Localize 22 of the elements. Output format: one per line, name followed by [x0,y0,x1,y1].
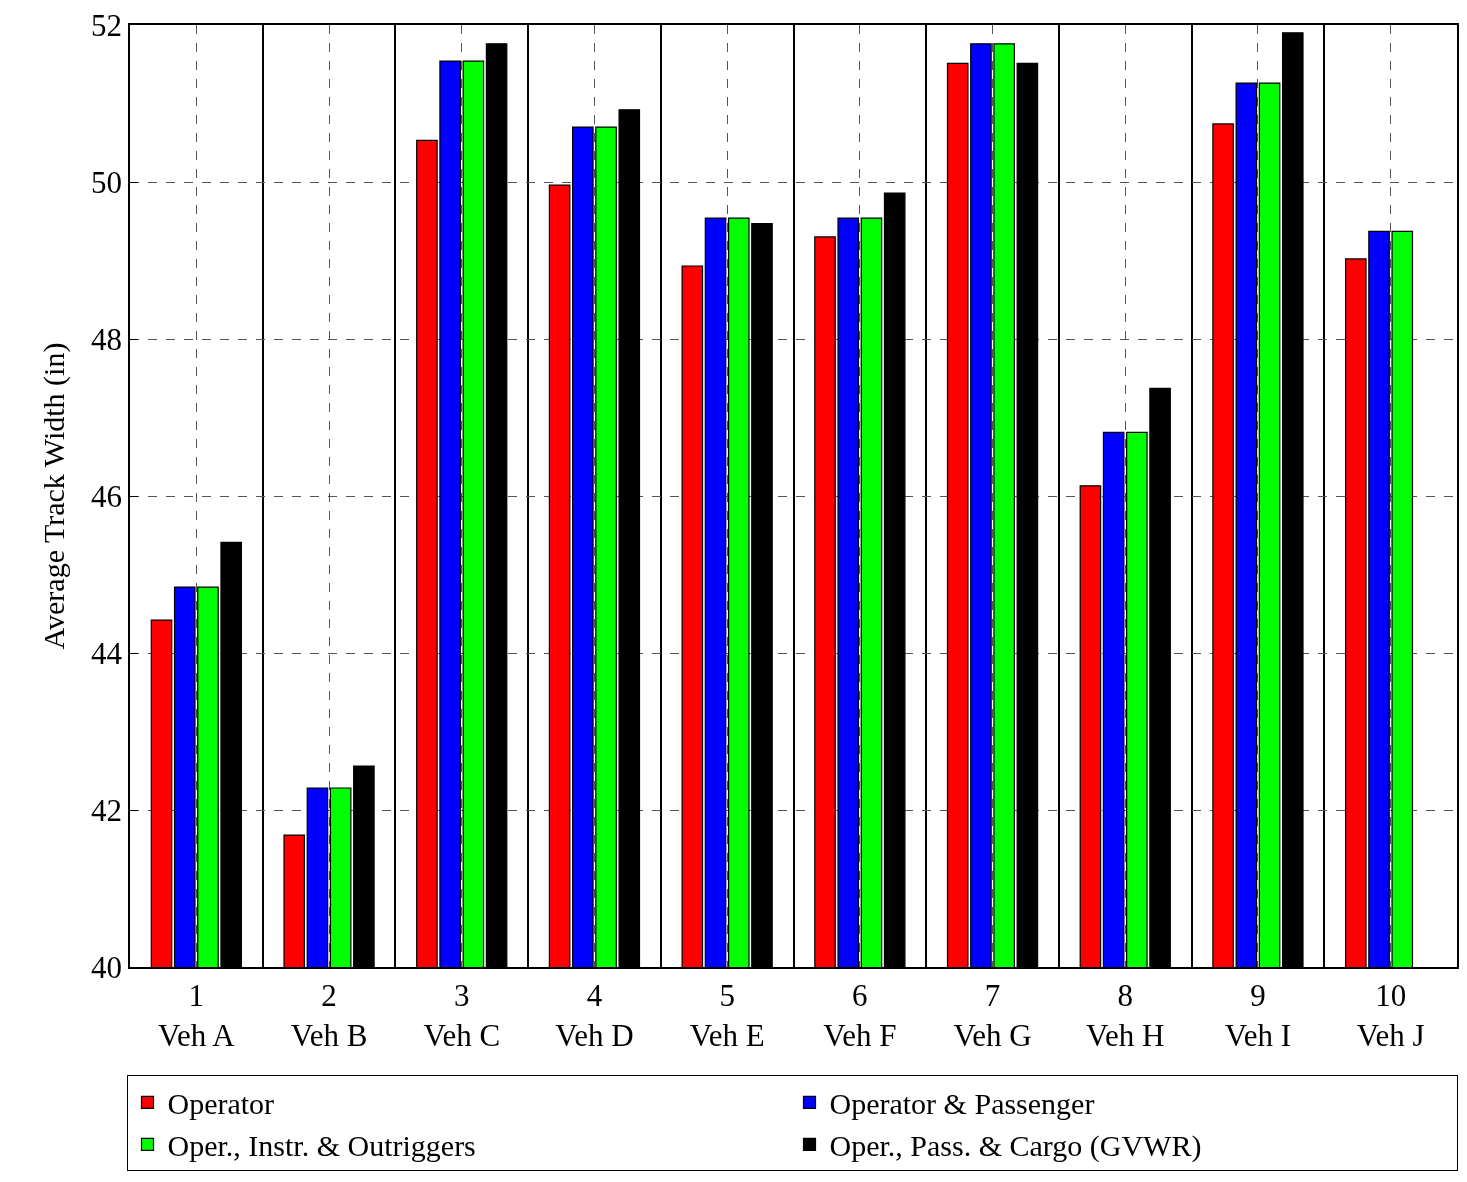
y-tick-label: 48 [91,321,123,357]
y-tick-label: 40 [91,949,123,985]
y-tick-label: 42 [91,792,123,828]
y-axis-title: Average Track Width (in) [36,342,71,650]
legend-label: Operator & Passenger [829,1087,1095,1121]
x-tick-label: 8 Veh H [1086,977,1165,1054]
y-tick-label: 46 [91,478,123,514]
x-tick-label: 7 Veh G [953,977,1032,1054]
y-tick-label: 44 [91,635,123,671]
x-tick-label: 5 Veh E [689,977,765,1054]
y-tick-label: 50 [91,164,123,200]
x-tick-label: 6 Veh F [823,977,897,1054]
x-tick-label: 3 Veh C [423,977,501,1054]
legend-label: Oper., Pass. & Cargo (GVWR) [829,1129,1202,1164]
x-tick-label: 4 Veh D [555,977,634,1054]
x-tick-label: 10 Veh J [1356,977,1425,1054]
legend-label: Operator [167,1087,275,1121]
y-tick-label: 52 [91,7,123,43]
x-tick-label: 1 Veh A [158,977,236,1054]
x-tick-label: 2 Veh B [290,977,368,1054]
x-tick-label: 9 Veh I [1224,977,1292,1054]
legend-label: Oper., Instr. & Outriggers [167,1129,476,1163]
